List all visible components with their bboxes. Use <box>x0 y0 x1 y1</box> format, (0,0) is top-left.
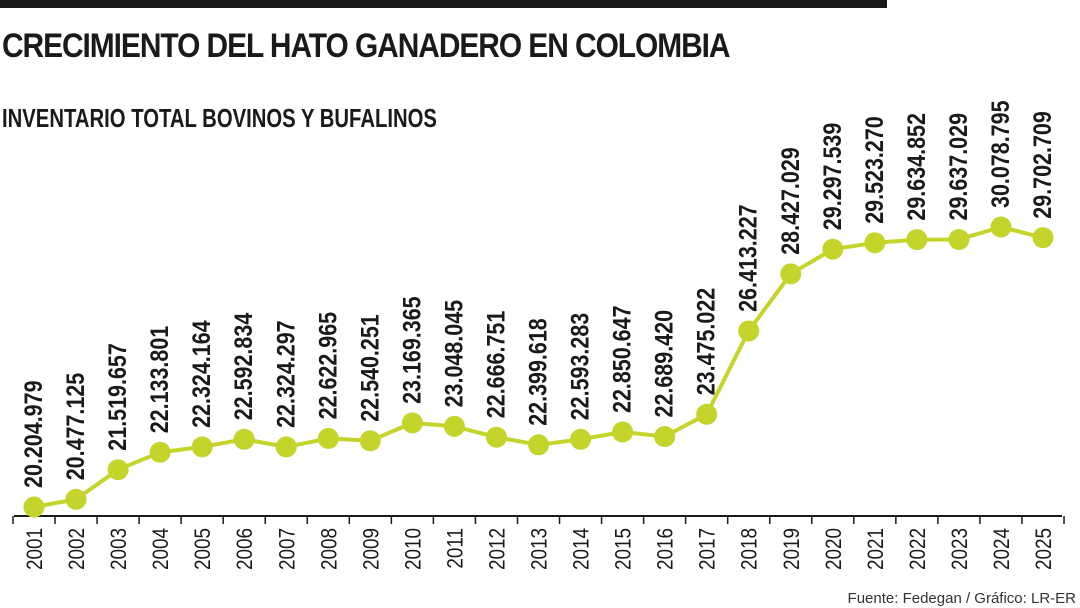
x-tick-label: 2003 <box>107 528 132 570</box>
x-tick-label: 2014 <box>569 528 594 570</box>
x-tick-label: 2025 <box>1032 528 1057 570</box>
data-label: 21.519.657 <box>104 343 132 451</box>
data-point <box>822 238 844 260</box>
data-label: 22.324.164 <box>188 320 216 428</box>
data-label: 22.540.251 <box>356 314 384 422</box>
data-point <box>233 428 255 450</box>
data-label: 22.689.420 <box>650 310 678 418</box>
x-tick-label: 2018 <box>737 528 762 570</box>
x-tick-label: 2016 <box>653 528 678 570</box>
chart-title: CRECIMIENTO DEL HATO GANADERO EN COLOMBI… <box>2 27 731 65</box>
data-point <box>948 229 970 251</box>
data-point <box>654 426 676 448</box>
data-label: 29.297.539 <box>818 123 846 231</box>
data-point <box>149 441 171 463</box>
x-tick-label: 2019 <box>779 528 804 570</box>
x-tick-label: 2021 <box>863 528 888 570</box>
top-rule <box>0 0 887 8</box>
data-point <box>780 263 802 285</box>
x-tick-label: 2010 <box>401 528 426 570</box>
data-point <box>1032 227 1054 249</box>
data-point <box>317 427 339 449</box>
data-point <box>275 436 297 458</box>
data-label: 23.475.022 <box>692 288 720 396</box>
chart-subtitle: INVENTARIO TOTAL BOVINOS Y BUFALINOS <box>2 103 437 133</box>
data-label: 22.324.297 <box>272 320 300 428</box>
source-note: Fuente: Fedegan / Gráfico: LR-ER <box>847 590 1076 607</box>
data-label: 22.622.965 <box>314 312 342 420</box>
x-tick-label: 2024 <box>990 528 1015 570</box>
data-label: 29.634.852 <box>902 113 930 221</box>
x-tick-label: 2022 <box>906 528 931 570</box>
data-point <box>23 496 45 518</box>
x-tick-label: 2006 <box>233 528 258 570</box>
data-label: 22.133.801 <box>146 326 174 434</box>
x-tick-label: 2005 <box>191 528 216 570</box>
data-point <box>612 421 634 443</box>
data-label: 22.666.751 <box>482 311 510 419</box>
x-tick-label: 2012 <box>485 528 510 570</box>
data-label: 23.048.045 <box>440 300 468 408</box>
data-point <box>696 403 718 425</box>
x-tick-label: 2008 <box>317 528 342 570</box>
data-point <box>485 426 507 448</box>
data-label: 30.078.795 <box>986 100 1014 208</box>
data-label: 22.850.647 <box>608 305 636 413</box>
x-tick-label: 2001 <box>23 528 48 570</box>
data-point <box>738 320 760 342</box>
x-tick-label: 2020 <box>821 528 846 570</box>
data-label: 29.702.709 <box>1028 111 1056 219</box>
data-point <box>191 436 213 458</box>
data-label: 22.399.618 <box>524 318 552 426</box>
data-point <box>443 415 465 437</box>
x-tick-label: 2004 <box>149 528 174 570</box>
data-point <box>65 488 87 510</box>
x-tick-label: 2013 <box>527 528 552 570</box>
data-point <box>528 434 549 456</box>
data-labels: 20.204.979 20.477.125 21.519.657 22.133.801… <box>19 100 1056 488</box>
data-label: 28.427.029 <box>776 147 804 255</box>
data-point <box>570 428 592 450</box>
data-points <box>23 216 1054 518</box>
data-label: 29.637.029 <box>944 113 972 221</box>
data-label: 20.204.979 <box>19 380 47 488</box>
data-point <box>359 430 381 452</box>
data-point <box>906 229 928 251</box>
data-point <box>864 232 886 254</box>
x-tick-label: 2011 <box>443 528 468 569</box>
data-label: 22.593.283 <box>566 313 594 421</box>
data-label: 22.592.834 <box>230 313 258 421</box>
data-label: 26.413.227 <box>734 204 762 312</box>
x-tick-label: 2017 <box>695 528 720 570</box>
data-point <box>107 459 129 481</box>
data-label: 23.169.365 <box>398 296 426 404</box>
x-axis <box>12 515 1065 524</box>
x-tick-label: 2002 <box>65 528 90 570</box>
x-tick-label: 2023 <box>948 528 973 570</box>
data-label: 29.523.270 <box>860 116 888 224</box>
x-tick-label: 2009 <box>359 528 384 570</box>
x-tick-label: 2015 <box>611 528 636 570</box>
data-point <box>401 412 423 434</box>
x-tick-label: 2007 <box>275 528 300 570</box>
data-label: 20.477.125 <box>61 373 89 481</box>
x-tick-labels: 2001 2002 2003 2004 2005 2006 2007 2008 2009 2010… <box>23 528 1057 570</box>
data-point <box>990 216 1012 238</box>
